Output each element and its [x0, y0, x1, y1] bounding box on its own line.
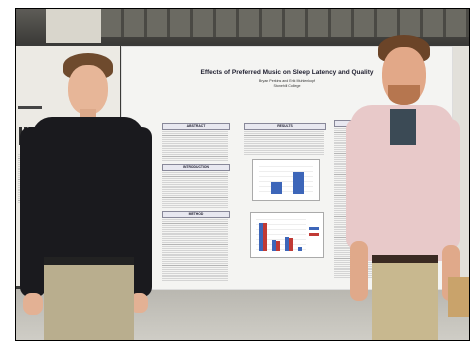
section-method-heading: METHOD	[162, 211, 230, 218]
poster-affiliation: Stonehill College	[273, 83, 301, 88]
photo-frame: Effects of Preferred Music on Sleep Late…	[15, 8, 470, 341]
person-left-shirt	[32, 117, 144, 269]
person-right-beard	[388, 85, 420, 105]
section-results-heading: RESULTS	[244, 123, 326, 130]
section-method-text	[162, 219, 228, 281]
chart-2-bar-5	[285, 237, 289, 251]
person-left	[16, 9, 166, 340]
section-abstract-text	[162, 131, 228, 161]
section-introduction-heading: INTRODUCTION	[162, 164, 230, 171]
chart-1-gridlines	[259, 166, 313, 194]
person-left-hand-right	[130, 293, 148, 313]
section-abstract-heading: ABSTRACT	[162, 123, 230, 130]
chart-2-legend	[309, 227, 319, 241]
chart-2-bar-6	[289, 238, 293, 251]
results-chart-1	[252, 159, 320, 201]
chart-2-bar-2	[263, 223, 267, 251]
chart-2-bar-1	[259, 223, 263, 251]
poster-author-names: Bryan Perkins and Erik Muhlenkopf	[258, 79, 316, 83]
person-right-arm-right	[438, 119, 460, 249]
results-chart-2	[250, 212, 324, 258]
person-right-arm-left	[346, 119, 368, 249]
person-right-belt	[372, 255, 438, 263]
left-poster-heading	[18, 106, 42, 109]
chart-1-bar-2	[293, 172, 304, 194]
poster-authors: Bryan Perkins and Erik Muhlenkopf Stoneh…	[122, 79, 452, 88]
chart-2-bar-4	[276, 241, 280, 251]
person-left-belt	[44, 257, 134, 265]
person-left-arm-left	[20, 127, 46, 297]
person-right-hand-left	[350, 241, 368, 301]
table-edge	[448, 277, 469, 317]
person-right-undershirt	[390, 109, 416, 145]
chart-2-bar-7	[298, 247, 302, 251]
person-left-pants	[44, 265, 134, 340]
person-left-face	[68, 65, 108, 115]
window-band	[101, 9, 469, 37]
person-right-pants	[372, 263, 438, 340]
person-right	[336, 9, 469, 340]
chart-2-bar-3	[272, 240, 276, 251]
person-left-hand-left	[23, 293, 43, 315]
pillar	[46, 9, 101, 43]
section-results-text	[244, 131, 324, 155]
chart-1-bar-1	[271, 182, 282, 194]
poster-title: Effects of Preferred Music on Sleep Late…	[200, 69, 374, 76]
section-introduction-text	[162, 172, 228, 208]
